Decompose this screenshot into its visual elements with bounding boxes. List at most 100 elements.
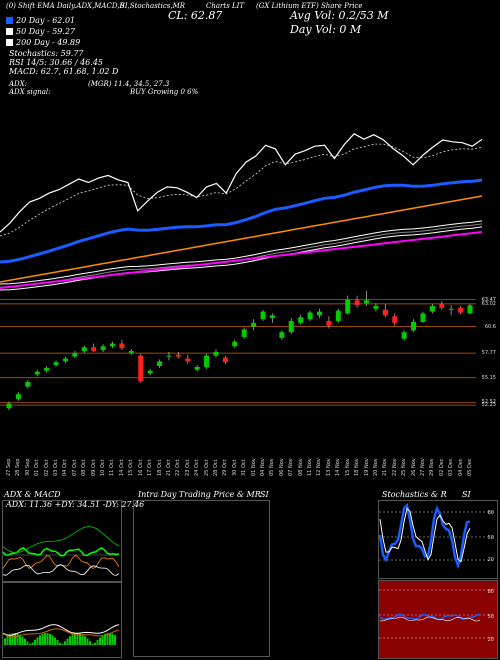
candle-body <box>34 371 40 375</box>
macd-bar <box>111 633 114 645</box>
macd-bar <box>104 633 106 645</box>
si2-title: SI <box>462 490 471 499</box>
candle-body <box>279 332 285 338</box>
macd-bar <box>31 642 34 645</box>
stoch-level-80: 80 <box>487 510 494 516</box>
avg-volume: Avg Vol: 0.2/53 M <box>290 9 389 22</box>
candle-body <box>345 299 351 314</box>
candle-body <box>401 332 407 339</box>
close-price: CL: 62.87 <box>168 9 223 22</box>
candle-body <box>373 305 379 309</box>
candle-body <box>269 315 275 319</box>
candle-body <box>222 357 228 363</box>
macd-bar <box>4 638 6 645</box>
minus-di-line <box>2 554 120 569</box>
ema100-line <box>0 195 483 283</box>
candle-body <box>448 308 454 310</box>
ema5-line <box>0 143 483 237</box>
candle-body <box>72 352 78 357</box>
macd-bar <box>6 635 9 645</box>
candle-body <box>138 355 144 382</box>
candle-body <box>439 304 445 308</box>
y-tick-label: 52.23 <box>481 402 496 409</box>
legend-ema200: 200 Day - 49.89 <box>6 38 80 47</box>
adx-signal-label: ADX signal: <box>9 88 51 96</box>
day-volume: Day Vol: 0 M <box>290 23 362 36</box>
candle-body <box>232 341 238 347</box>
macd-bar <box>21 636 24 645</box>
macd-bar <box>9 634 11 645</box>
macd-bar <box>56 639 59 645</box>
candle-body <box>62 358 68 362</box>
intraday-title: Intra Day Trading Price & MR <box>138 490 261 499</box>
intraday-panel <box>133 500 270 657</box>
candle-body <box>298 317 304 323</box>
macd-bar <box>49 633 51 645</box>
y-tick-label: 55.15 <box>481 374 496 381</box>
header-symbol: Charts LIT <box>206 2 245 10</box>
legend-macd: MACD: 62.7, 61.68, 1.02 D <box>9 67 119 76</box>
candle-body <box>260 311 266 320</box>
macd-bar <box>99 637 101 645</box>
stoch-k-line <box>378 503 471 570</box>
rsi-level-80: 80 <box>487 589 494 595</box>
stoch-level-20: 20 <box>487 557 494 563</box>
rsi-level-20: 20 <box>487 637 494 643</box>
mgr-values: (MGR) 11.4, 34.5, 27.3 <box>88 80 170 88</box>
adx-trend-line <box>2 526 120 554</box>
header-line1: (0) Shift EMA Daily.ADX,MACD,B <box>6 2 125 10</box>
adx-label: ADX: <box>9 80 28 88</box>
candle-body <box>241 329 247 337</box>
candle-body <box>307 312 313 320</box>
macd-bar <box>94 642 96 645</box>
legend-rsi: RSI 14/5: 30.66 / 46.45 <box>9 58 103 67</box>
ema20-line <box>0 178 483 264</box>
macd-bar <box>74 633 76 645</box>
candle-body <box>354 300 360 306</box>
macd-bar <box>109 633 111 645</box>
macd-bar <box>14 633 16 645</box>
candle-body <box>81 347 87 351</box>
candle-body <box>185 358 191 362</box>
macd-line <box>2 624 120 636</box>
legend-swatch <box>6 28 13 35</box>
legend-stochastics: Stochastics: 59.77 <box>9 49 84 58</box>
adx-macd-title: ADX & MACD <box>4 490 61 499</box>
candle-body <box>467 305 473 314</box>
adx-line <box>2 564 120 576</box>
candle-body <box>382 309 388 316</box>
candle-body <box>25 381 31 387</box>
legend-ema50: 50 Day - 59.27 <box>6 27 75 36</box>
macd-bar <box>79 633 81 645</box>
macd-bar <box>69 636 71 645</box>
macd-bar <box>59 642 61 645</box>
candle-body <box>100 346 106 351</box>
candle-body <box>213 351 219 356</box>
macd-bar <box>84 636 86 645</box>
candle-body <box>175 354 181 357</box>
ema50-band-line <box>0 226 483 291</box>
macd-panel <box>2 582 122 658</box>
legend-ema20: 20 Day - 62.01 <box>6 16 75 25</box>
candle-body <box>91 347 97 351</box>
stoch-d-line <box>379 507 471 563</box>
candle-body <box>109 343 115 347</box>
candle-body <box>157 361 163 367</box>
macd-bar <box>91 644 94 645</box>
candle-body <box>6 403 12 409</box>
candle-body <box>326 320 332 326</box>
macd-bar <box>101 635 104 645</box>
macd-bar <box>36 637 39 645</box>
candle-body <box>166 355 172 357</box>
ema200-line <box>0 231 483 289</box>
macd-bar <box>54 637 56 645</box>
macd-bar <box>71 634 74 645</box>
buy-signal: BUY Growing 0 6% <box>130 88 199 96</box>
price-line <box>0 133 483 233</box>
candle-body <box>458 307 464 313</box>
macd-bar <box>41 633 44 645</box>
macd-bar <box>89 641 91 645</box>
candle-body <box>420 313 426 322</box>
ema50-line <box>0 220 483 285</box>
